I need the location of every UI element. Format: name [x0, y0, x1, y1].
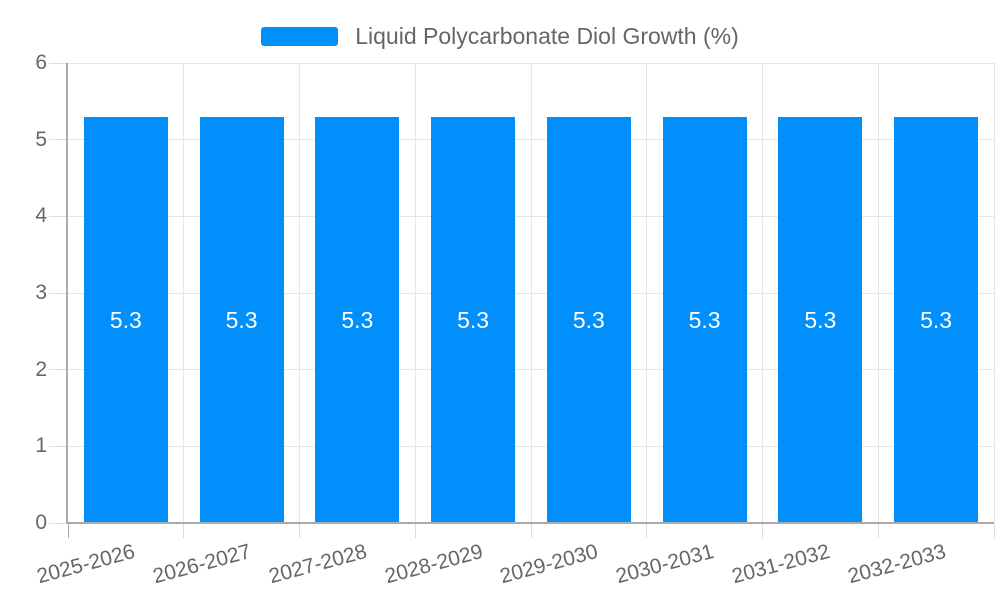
- x-axis-category-label: 2025-2026: [34, 540, 138, 589]
- y-axis-tick-label: 5: [35, 127, 47, 151]
- x-axis-category-label: 2026-2027: [150, 540, 254, 589]
- y-axis-tick-label: 0: [35, 511, 47, 534]
- x-axis-tick: [414, 523, 416, 538]
- bar-value-label: 5.3: [341, 306, 374, 333]
- y-axis-tick-label: 1: [35, 434, 47, 458]
- bar[interactable]: 5.3: [778, 116, 863, 524]
- chart-legend[interactable]: Liquid Polycarbonate Diol Growth (%): [0, 23, 1000, 49]
- bar-value-label: 5.3: [688, 306, 721, 333]
- bar[interactable]: 5.3: [431, 116, 516, 524]
- x-gridline: [530, 63, 532, 523]
- x-gridline: [762, 63, 763, 523]
- y-axis-tick-label: 3: [35, 281, 47, 304]
- bar-value-label: 5.3: [572, 306, 605, 333]
- x-axis-tick: [993, 523, 995, 538]
- bar[interactable]: 5.3: [894, 116, 979, 524]
- x-axis-category-label: 2029-2030: [497, 540, 601, 589]
- x-gridline: [183, 63, 185, 523]
- bar-value-label: 5.3: [225, 306, 258, 333]
- x-gridline: [299, 63, 300, 523]
- x-axis-tick: [299, 523, 300, 538]
- x-axis-category-label: 2027-2028: [266, 540, 370, 589]
- y-axis-tick-label: 4: [35, 204, 47, 228]
- y-axis-tick: [49, 445, 68, 447]
- x-axis-tick: [877, 523, 879, 538]
- y-axis-tick-label: 2: [35, 357, 47, 381]
- y-axis-tick: [49, 62, 68, 64]
- legend-marker-swatch: [261, 26, 339, 46]
- x-gridline: [877, 63, 879, 523]
- x-axis-tick: [183, 523, 185, 538]
- x-axis-category-label: 2030-2031: [613, 540, 717, 589]
- bar-value-label: 5.3: [804, 306, 837, 333]
- bar-value-label: 5.3: [109, 306, 142, 333]
- bar[interactable]: 5.3: [546, 116, 631, 524]
- bar-value-label: 5.3: [457, 306, 490, 333]
- x-gridline: [993, 63, 995, 523]
- y-axis-tick-label: 6: [35, 51, 47, 74]
- y-axis-tick: [49, 522, 68, 524]
- bar[interactable]: 5.3: [199, 116, 284, 524]
- x-axis-tick: [530, 523, 532, 538]
- bar[interactable]: 5.3: [315, 116, 400, 524]
- bar[interactable]: 5.3: [662, 116, 747, 524]
- legend-series-label: Liquid Polycarbonate Diol Growth (%): [355, 22, 739, 49]
- x-axis-category-label: 2032-2033: [845, 540, 949, 589]
- x-axis-category-label: 2031-2032: [729, 540, 833, 589]
- x-axis-tick: [646, 523, 648, 538]
- x-axis-category-label: 2028-2029: [382, 540, 486, 589]
- x-gridline: [646, 63, 648, 523]
- y-axis-tick: [49, 139, 68, 141]
- x-gridline: [414, 63, 416, 523]
- bar[interactable]: 5.3: [83, 116, 168, 524]
- x-axis-tick: [67, 523, 69, 538]
- y-axis-line: [66, 63, 68, 523]
- y-axis-tick: [49, 369, 68, 371]
- x-axis-line: [66, 522, 994, 524]
- y-axis-tick: [49, 292, 68, 294]
- x-axis-tick: [762, 523, 763, 538]
- bar-value-label: 5.3: [920, 306, 953, 333]
- y-axis-tick: [49, 215, 68, 217]
